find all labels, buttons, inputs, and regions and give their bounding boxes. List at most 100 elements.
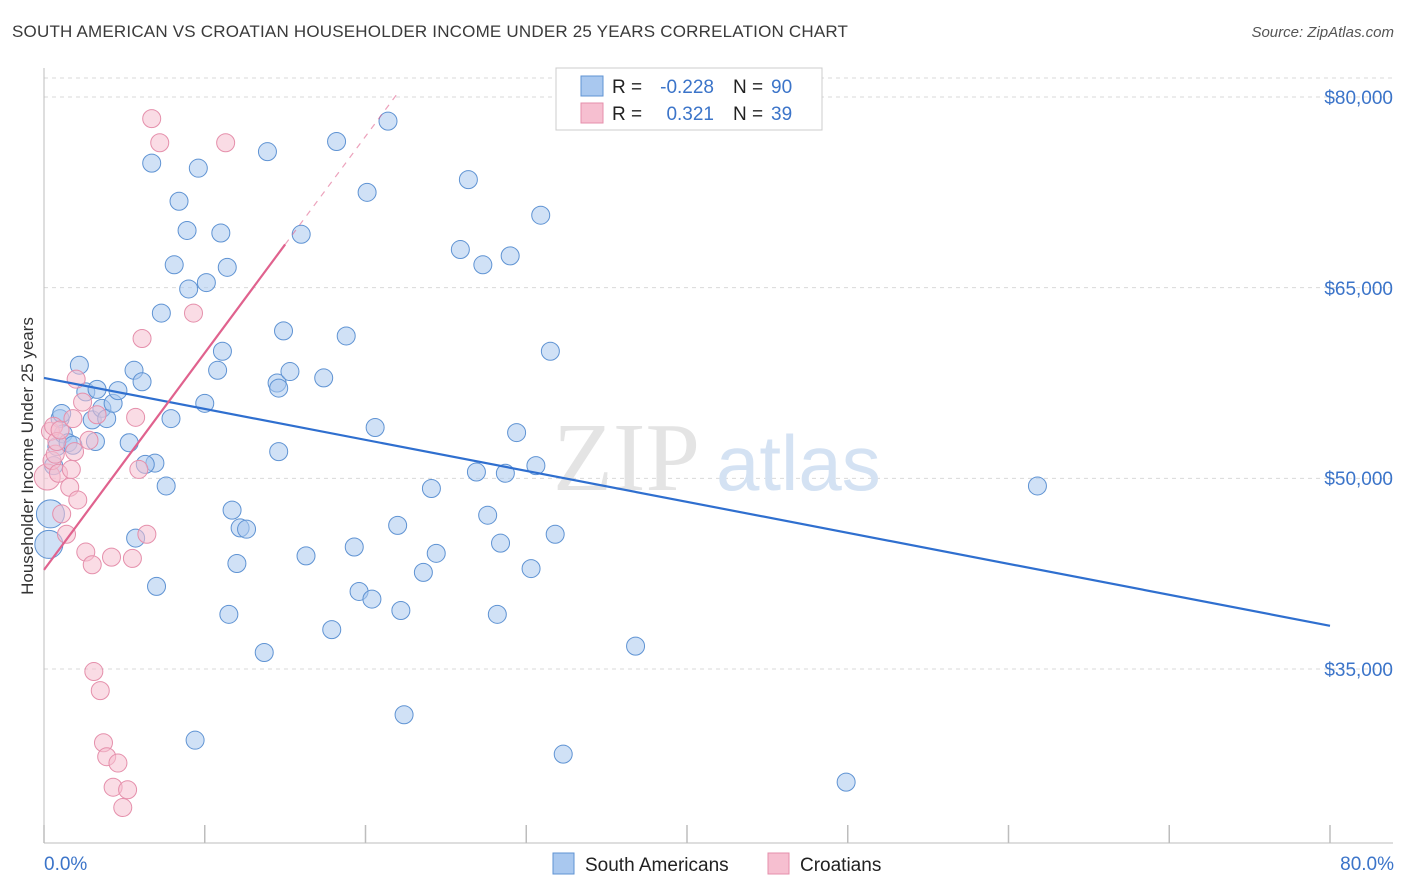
croatian-point [90, 681, 110, 701]
watermark-atlas: atlas [716, 419, 881, 507]
croatian-point [126, 407, 146, 427]
croatian-point [87, 405, 107, 425]
south-american-point [237, 519, 257, 539]
croatian-point [132, 329, 152, 349]
bottom-legend-label-croatians: Croatians [800, 855, 881, 876]
south-american-point [626, 636, 646, 656]
south-american-point [362, 589, 382, 609]
chart-title: SOUTH AMERICAN VS CROATIAN HOUSEHOLDER I… [12, 22, 849, 41]
bottom-legend-label-south-americans: South Americans [585, 855, 729, 876]
croatian-point [79, 430, 99, 450]
croatian-point [129, 459, 149, 479]
croatian-point [52, 504, 72, 524]
south-american-point [254, 642, 274, 662]
bottom-legend-swatch-croatians [767, 852, 790, 875]
south-american-point [473, 255, 493, 275]
south-american-point [413, 562, 433, 582]
croatian-point [122, 548, 142, 568]
south-american-point [212, 341, 232, 361]
south-american-point [487, 604, 507, 624]
croatian-point [102, 547, 122, 567]
south-american-point [327, 131, 347, 151]
points-layer [33, 109, 1047, 818]
south-american-trend-line [43, 376, 1331, 627]
legend-n-value-1: 90 [771, 77, 792, 98]
bottom-legend-swatch-south-americans [552, 852, 575, 875]
croatian-point [61, 459, 81, 479]
croatian-trend-line [43, 243, 287, 571]
south-american-point [391, 601, 411, 621]
y-tick-label-80000: $80,000 [1324, 88, 1393, 109]
grid-layer [44, 77, 1393, 670]
south-american-point [269, 378, 289, 398]
legend-n-label-1: N = [733, 77, 763, 98]
croatian-point [216, 133, 236, 153]
legend-r-value-2: 0.321 [666, 104, 714, 125]
croatian-point [68, 490, 88, 510]
south-american-point [491, 533, 511, 553]
croatian-point [137, 524, 157, 544]
south-american-point [296, 546, 316, 566]
south-american-point [188, 158, 208, 178]
south-american-point [531, 205, 551, 225]
y-axis-label: Householder Income Under 25 years [18, 317, 37, 595]
croatian-point [65, 442, 85, 462]
south-american-point [222, 500, 242, 520]
south-american-point [322, 620, 342, 640]
y-tick-label-65000: $65,000 [1324, 279, 1393, 300]
south-american-point [151, 303, 171, 323]
legend-r-label-1: R = [612, 77, 642, 98]
south-american-point [314, 368, 334, 388]
south-american-point [217, 257, 237, 277]
south-american-point [164, 255, 184, 275]
south-american-point [147, 576, 167, 596]
south-american-point [507, 423, 527, 443]
trend-layer [43, 92, 1331, 627]
south-american-point [394, 705, 414, 725]
south-american-point [553, 744, 573, 764]
south-american-point [500, 246, 520, 266]
south-american-point [357, 182, 377, 202]
south-american-point [211, 223, 231, 243]
y-tick-label-35000: $35,000 [1324, 660, 1393, 681]
stats-legend: R = -0.228 N = 90 R = 0.321 N = 39 [555, 67, 823, 131]
south-american-point [161, 409, 181, 429]
south-american-point [478, 505, 498, 525]
legend-r-value-1: -0.228 [660, 77, 714, 98]
croatian-point [150, 133, 170, 153]
south-american-point [458, 170, 478, 190]
south-american-point [177, 220, 197, 240]
croatian-point [183, 303, 203, 323]
south-american-point [1027, 476, 1047, 496]
croatian-point [82, 555, 102, 575]
legend-n-label-2: N = [733, 104, 763, 125]
south-american-point [119, 433, 139, 453]
south-american-point [545, 524, 565, 544]
x-tick-label-max: 80.0% [1340, 854, 1394, 875]
south-american-point [179, 279, 199, 299]
croatian-point [142, 109, 162, 129]
croatian-point [84, 662, 104, 682]
watermark: ZIP atlas [553, 404, 881, 512]
south-american-point [421, 479, 441, 499]
watermark-zip: ZIP [553, 404, 700, 512]
croatian-point [118, 780, 138, 800]
south-american-point [274, 321, 294, 341]
south-american-point [336, 326, 356, 346]
south-american-point [269, 442, 289, 462]
chart-source: Source: ZipAtlas.com [1251, 24, 1394, 41]
south-american-point [291, 224, 311, 244]
south-american-point [388, 515, 408, 535]
south-american-point [466, 462, 486, 482]
y-tick-label-50000: $50,000 [1324, 469, 1393, 490]
south-american-point [208, 360, 228, 380]
legend-swatch-south-americans [580, 75, 604, 97]
south-american-point [280, 362, 300, 382]
south-american-point [344, 537, 364, 557]
south-american-point [169, 191, 189, 211]
south-american-point [227, 553, 247, 573]
croatian-point [50, 420, 70, 440]
south-american-point [196, 273, 216, 293]
croatian-point [113, 798, 133, 818]
